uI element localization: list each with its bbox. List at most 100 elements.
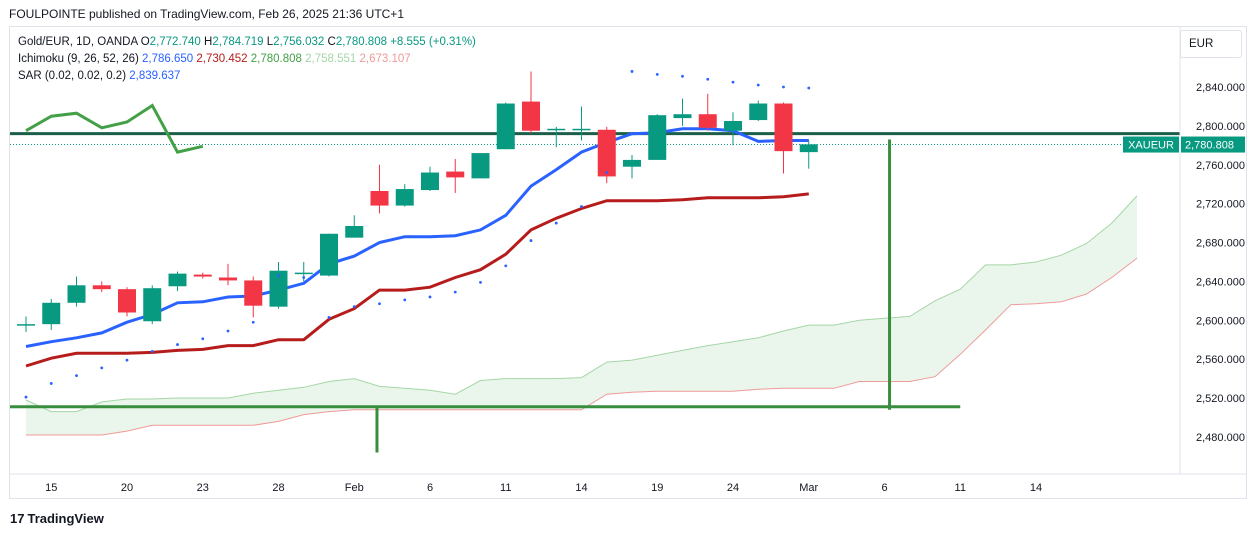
candle-body — [724, 121, 742, 131]
candle — [92, 281, 111, 293]
candle-body — [193, 274, 212, 277]
y-axis-tick-label: 2,480.000 — [1196, 432, 1245, 444]
legend-open-value: 2,772.740 — [149, 36, 201, 48]
x-axis-tick-label: 11 — [500, 482, 511, 494]
candle — [471, 153, 490, 179]
candle-body — [572, 128, 591, 131]
y-axis-tick-label: 2,840.000 — [1196, 82, 1245, 94]
legend-sar-row[interactable]: SAR (0.02, 0.02, 0.2) 2,839.637 — [18, 68, 476, 85]
candle-body — [294, 272, 313, 275]
candle — [143, 285, 162, 325]
x-axis-tick-label: 6 — [427, 482, 433, 494]
currency-button[interactable]: EUR — [1180, 30, 1242, 58]
legend-tenkan-value: 2,786.650 — [142, 53, 194, 65]
x-axis-tick-label: 24 — [727, 482, 739, 494]
sar-dot — [554, 221, 558, 225]
candle — [648, 114, 667, 160]
price-tag-symbol: XAUEUR — [1128, 140, 1174, 152]
legend-high-label: H — [204, 36, 213, 48]
y-axis-tick-label: 2,640.000 — [1196, 276, 1245, 288]
senkou-span-a — [25, 195, 1138, 413]
candle — [370, 164, 389, 214]
kijun-sen-line — [25, 192, 809, 368]
legend-low-value: 2,756.032 — [273, 36, 325, 48]
legend-open-label: O — [140, 36, 150, 48]
candle — [673, 98, 692, 126]
legend-high-value: 2,784.719 — [212, 36, 264, 48]
candle-body — [17, 324, 35, 326]
sar-dot — [681, 74, 684, 78]
candle — [345, 215, 364, 238]
candle-body — [749, 103, 768, 121]
sar-dot — [226, 329, 230, 333]
candle — [799, 140, 818, 169]
ichimoku-cloud — [26, 195, 1137, 435]
candle-body — [698, 114, 717, 128]
chart-legend: Gold/EUR, 1D, OANDA O2,772.740 H2,784.71… — [18, 34, 476, 85]
candle-body — [67, 285, 86, 303]
senkou-span-b — [26, 257, 1138, 436]
chikou-span-line — [25, 103, 204, 154]
candle — [269, 261, 288, 309]
candle — [320, 233, 338, 277]
legend-ichimoku-row[interactable]: Ichimoku (9, 26, 52, 26) 2,786.650 2,730… — [18, 51, 476, 68]
sar-dot — [807, 86, 811, 90]
legend-chikou-value: 2,780.808 — [250, 53, 302, 65]
y-axis-tick-label: 2,680.000 — [1196, 238, 1245, 250]
candle-body — [446, 171, 465, 178]
x-axis-tick-label: 28 — [272, 482, 284, 494]
chart-frame: 2,840.000 2,800.000 2,760.000 2,720.000 2,68… — [9, 26, 1247, 499]
price-tag: XAUEUR 2,780.808 — [1123, 136, 1245, 153]
sar-dot — [277, 274, 280, 277]
candle — [193, 272, 212, 279]
legend-sar-value: 2,839.637 — [129, 70, 181, 82]
legend-senkou-a-value: 2,758.551 — [305, 53, 357, 65]
sar-dot — [75, 374, 78, 378]
candle — [724, 112, 742, 146]
candle — [421, 166, 439, 192]
candle-body — [522, 101, 540, 131]
candle-body — [269, 270, 288, 307]
legend-close-label: C — [327, 36, 336, 48]
x-axis-tick-label: 19 — [651, 482, 663, 494]
price-tag-value: 2,780.808 — [1185, 140, 1234, 152]
sar-dot — [176, 343, 179, 346]
sar-dot — [327, 315, 331, 319]
candle — [118, 287, 136, 317]
candle — [244, 276, 263, 318]
candle-body — [547, 128, 566, 131]
publisher-line: FOULPOINTE published on TradingView.com,… — [9, 7, 404, 21]
candle — [698, 93, 717, 131]
sar-dot — [605, 171, 609, 174]
candle — [67, 276, 86, 307]
candle — [749, 100, 768, 122]
legend-senkou-b-value: 2,673.107 — [359, 53, 411, 65]
y-axis-tick-label: 2,800.000 — [1196, 121, 1245, 133]
candle — [168, 271, 187, 292]
candle — [522, 71, 540, 134]
candle — [446, 158, 465, 193]
candle — [17, 316, 35, 332]
y-axis-tick-label: 2,520.000 — [1196, 393, 1245, 405]
candle-body — [244, 280, 263, 306]
legend-ohlc-row[interactable]: Gold/EUR, 1D, OANDA O2,772.740 H2,784.71… — [18, 34, 476, 51]
candle — [774, 102, 793, 174]
candle — [219, 263, 237, 286]
sar-dot — [150, 349, 154, 353]
sar-dot — [24, 395, 28, 399]
sar-dot — [403, 298, 407, 302]
candle-body — [143, 288, 162, 322]
candle — [395, 184, 414, 207]
sar-dot — [125, 358, 129, 362]
sar-dot — [352, 305, 356, 309]
sar-dot — [756, 83, 760, 87]
candle-body — [774, 103, 793, 152]
sar-dot — [479, 280, 482, 284]
chart-canvas[interactable]: 2,840.000 2,800.000 2,760.000 2,720.000 2,68… — [10, 27, 1246, 498]
sar-dot — [302, 276, 306, 279]
x-axis-tick-label: 15 — [45, 482, 57, 494]
candle-body — [799, 144, 818, 153]
candle-body — [597, 129, 616, 177]
tradingview-logo[interactable]: 17 TradingView — [10, 511, 104, 526]
plot-area — [10, 70, 1180, 453]
